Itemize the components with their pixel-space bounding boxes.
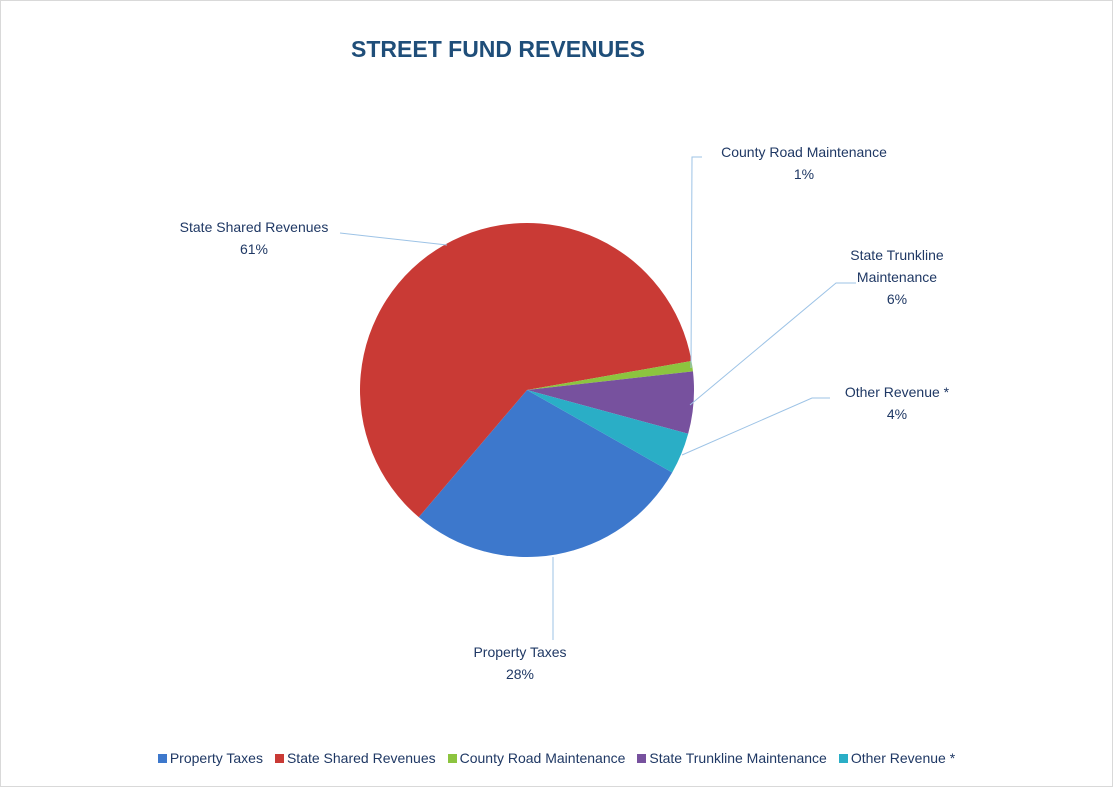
legend: Property Taxes State Shared Revenues Count… <box>0 750 1113 766</box>
data-label: State Shared Revenues 61% <box>154 216 354 260</box>
label-value: 6% <box>886 291 908 307</box>
leader-line <box>339 232 448 246</box>
legend-item: State Shared Revenues <box>274 750 436 766</box>
label-name: State Shared Revenues <box>179 219 329 235</box>
leader-line <box>689 282 856 406</box>
legend-swatch <box>838 753 848 763</box>
pie-slice <box>527 390 689 473</box>
pie-slice <box>360 222 692 518</box>
leader-line <box>681 397 830 456</box>
legend-label: State Shared Revenues <box>286 750 436 766</box>
label-value: 4% <box>886 406 908 422</box>
legend-swatch <box>637 753 647 763</box>
legend-label: County Road Maintenance <box>459 750 626 766</box>
data-label: Other Revenue * 4% <box>797 381 997 425</box>
label-name: County Road Maintenance <box>721 144 887 160</box>
chart-title: STREET FUND REVENUES <box>351 36 645 62</box>
legend-swatch <box>157 753 167 763</box>
pie-slice <box>418 390 673 557</box>
data-label: County Road Maintenance 1% <box>694 141 914 185</box>
label-value: 28% <box>505 666 535 682</box>
data-label: State Trunkline Maintenance 6% <box>842 244 952 310</box>
legend-label: State Trunkline Maintenance <box>649 750 827 766</box>
legend-item: State Trunkline Maintenance <box>637 750 827 766</box>
legend-swatch <box>274 753 284 763</box>
legend-item: Other Revenue * <box>838 750 956 766</box>
label-value: 1% <box>793 166 815 182</box>
legend-label: Property Taxes <box>169 750 263 766</box>
label-name: Property Taxes <box>473 644 567 660</box>
leader-line <box>690 156 702 369</box>
label-name: State Trunkline Maintenance <box>850 247 944 285</box>
legend-label: Other Revenue * <box>850 750 956 766</box>
pie-slice <box>527 371 694 434</box>
legend-item: Property Taxes <box>157 750 263 766</box>
label-value: 61% <box>239 241 269 257</box>
legend-item: County Road Maintenance <box>447 750 626 766</box>
pie-slice <box>527 361 693 390</box>
label-name: Other Revenue * <box>844 384 950 400</box>
data-label: Property Taxes 28% <box>420 641 620 685</box>
legend-swatch <box>447 753 457 763</box>
